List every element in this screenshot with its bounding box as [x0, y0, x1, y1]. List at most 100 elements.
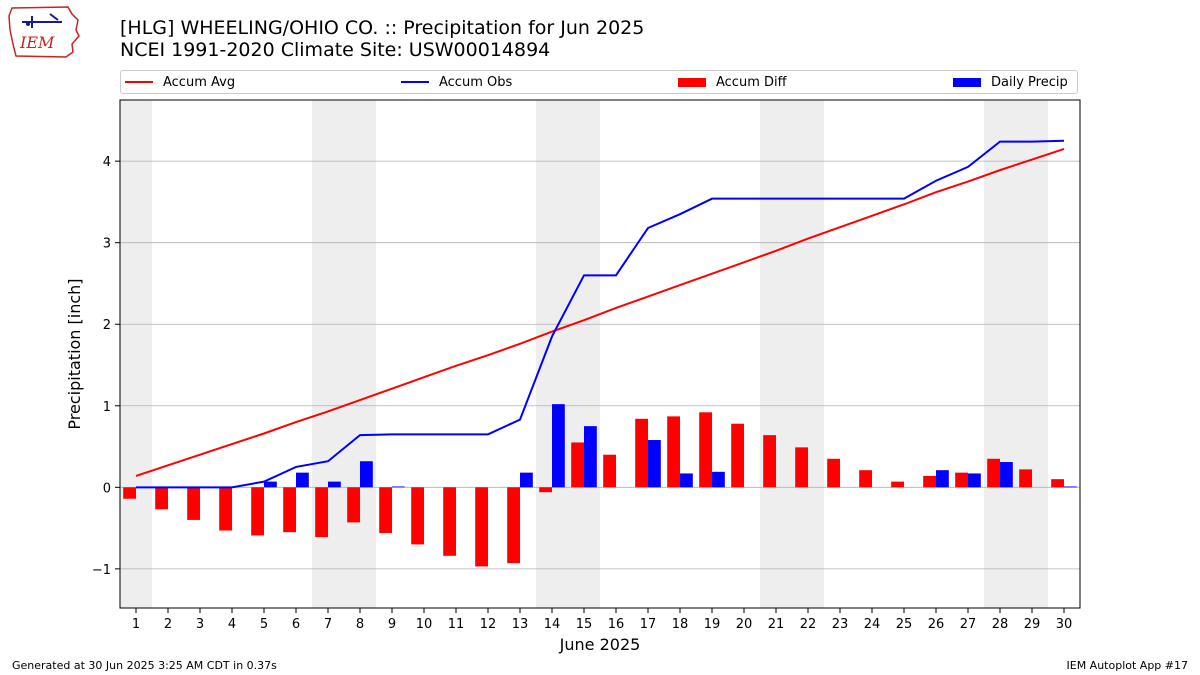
accum-diff-bar-day-27 [955, 472, 968, 488]
weekend-shade-day-1 [120, 100, 152, 608]
x-tick-label-18: 18 [672, 617, 689, 632]
weekend-shade-day-15 [568, 100, 600, 608]
y-tick-label-0: 0 [103, 481, 111, 496]
weekend-shade-day-28 [984, 100, 1016, 608]
x-tick-label-10: 10 [416, 617, 433, 632]
accum-avg-line [135, 147, 1065, 477]
x-axis-ticks: 1 2 3 4 5 6 7 8 9 10 11 12 13 14 15 16 17 18 19 20 21 22 23 24 2… [132, 608, 1072, 632]
logo-text: IEM [19, 33, 55, 52]
accum-diff-bar-day-7 [315, 487, 328, 538]
daily-precip-bar-day-30 [1064, 486, 1077, 488]
accum-diff-bar-day-10 [411, 487, 424, 545]
accum-diff-bar-day-5 [251, 487, 264, 536]
daily-precip-bar-day-14 [552, 404, 565, 488]
legend-label-accum-diff: Accum Diff [716, 74, 787, 90]
accum-diff-bar-day-28 [987, 458, 1000, 488]
daily-precip-bar-day-9 [392, 486, 405, 488]
x-tick-label-26: 26 [928, 617, 945, 632]
x-tick-label-27: 27 [960, 617, 977, 632]
line-series [135, 139, 1065, 489]
accum-diff-bar-day-18 [667, 416, 680, 488]
accum-diff-bar-day-6 [283, 487, 296, 533]
accum-diff-bar-day-8 [347, 487, 360, 523]
iowa-outline-shape [8, 6, 80, 58]
legend-line-red [125, 81, 153, 83]
weather-station-icon [22, 13, 62, 28]
weekend-shade-day-29 [1016, 100, 1048, 608]
x-tick-label-1: 1 [132, 617, 140, 632]
grid-lines [120, 160, 1080, 570]
y-axis-ticks: −1 0 1 2 3 4 [92, 155, 120, 578]
legend-line-blue [401, 81, 429, 83]
x-tick-label-4: 4 [228, 617, 236, 632]
y-tick-label-3: 3 [103, 237, 111, 252]
accum-obs-line [136, 139, 1065, 489]
accum-diff-bar-day-22 [795, 447, 808, 488]
accum-diff-bar-day-23 [827, 458, 840, 488]
weekend-shade-day-22 [792, 100, 824, 608]
accum-diff-bar-day-20 [731, 423, 744, 488]
x-tick-label-16: 16 [608, 617, 625, 632]
x-tick-label-25: 25 [896, 617, 913, 632]
accum-diff-bar-day-16 [603, 454, 616, 488]
accum-diff-bar-day-30 [1051, 479, 1064, 488]
daily-precip-bar-day-15 [584, 426, 597, 488]
y-tick-label-1: 1 [103, 400, 111, 415]
legend-patch-blue [953, 77, 981, 87]
y-tick-label-4: 4 [103, 155, 111, 170]
x-tick-label-6: 6 [292, 617, 300, 632]
x-tick-label-19: 19 [704, 617, 721, 632]
accum-diff-bar-day-13 [507, 487, 520, 564]
x-tick-label-14: 14 [544, 617, 561, 632]
plot-frame [119, 99, 1081, 609]
x-tick-label-21: 21 [768, 617, 785, 632]
daily-precip-bar-day-6 [296, 472, 309, 488]
legend-label-accum-avg: Accum Avg [163, 74, 236, 90]
accum-diff-bar-day-19 [699, 412, 712, 488]
bar-series [123, 404, 1077, 567]
accum-diff-bar-day-2 [155, 487, 168, 510]
accum-diff-bar-day-3 [187, 487, 200, 520]
accum-diff-bar-day-15 [571, 442, 584, 488]
x-tick-label-29: 29 [1024, 617, 1041, 632]
x-tick-label-2: 2 [164, 617, 172, 632]
accum-diff-bar-day-26 [923, 475, 936, 488]
legend-label-daily-precip: Daily Precip [991, 74, 1068, 90]
y-axis-label: Precipitation [inch] [65, 278, 84, 429]
x-tick-label-24: 24 [864, 617, 881, 632]
x-axis-label: June 2025 [559, 635, 641, 654]
footer-app-text: IEM Autoplot App #17 [1066, 659, 1189, 672]
x-tick-label-20: 20 [736, 617, 753, 632]
chart-title: [HLG] WHEELING/OHIO CO. :: Precipitation… [120, 17, 645, 39]
accum-diff-bar-day-21 [763, 435, 776, 488]
legend-item-accum-avg: Accum Avg [125, 74, 235, 90]
x-tick-label-8: 8 [356, 617, 364, 632]
accum-diff-bar-day-29 [1019, 469, 1032, 488]
accum-diff-bar-day-9 [379, 487, 392, 533]
x-tick-label-5: 5 [260, 617, 268, 632]
y-tick-label-2: 2 [103, 318, 111, 333]
x-tick-label-11: 11 [448, 617, 465, 632]
weekend-shading [120, 100, 1048, 608]
x-tick-label-12: 12 [480, 617, 497, 632]
footer-generated-text: Generated at 30 Jun 2025 3:25 AM CDT in … [12, 659, 277, 672]
x-tick-label-28: 28 [992, 617, 1009, 632]
legend-item-accum-obs: Accum Obs [401, 74, 512, 90]
accum-diff-bar-day-24 [859, 470, 872, 488]
accum-diff-bar-day-11 [443, 487, 456, 556]
x-tick-label-30: 30 [1056, 617, 1073, 632]
y-tick-label--1: −1 [92, 563, 111, 578]
daily-precip-bar-day-5 [264, 481, 277, 488]
daily-precip-bar-day-7 [328, 481, 341, 488]
daily-precip-bar-day-28 [1000, 462, 1013, 488]
accum-diff-bar-day-17 [635, 418, 648, 488]
legend-label-accum-obs: Accum Obs [439, 74, 513, 90]
daily-precip-bar-day-13 [520, 472, 533, 488]
chart-subtitle: NCEI 1991-2020 Climate Site: USW00014894 [120, 39, 551, 61]
weekend-shade-day-14 [536, 100, 568, 608]
x-tick-label-13: 13 [512, 617, 529, 632]
x-tick-label-3: 3 [196, 617, 204, 632]
accum-diff-bar-day-25 [891, 481, 904, 488]
x-tick-label-22: 22 [800, 617, 817, 632]
